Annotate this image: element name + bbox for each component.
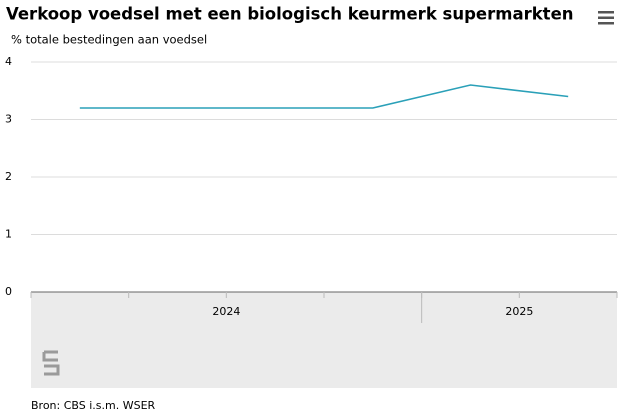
y-tick-label: 3 <box>5 113 12 126</box>
x-axis-band <box>31 292 617 388</box>
y-tick-label: 0 <box>5 285 12 298</box>
y-tick-label: 4 <box>5 55 12 68</box>
menu-bar <box>598 22 614 25</box>
chart-title: Verkoop voedsel met een biologisch keurm… <box>6 5 574 24</box>
x-group-label: 2024 <box>212 305 240 318</box>
source: Bron: CBS i.s.m. WSER <box>31 399 156 412</box>
x-group-label: 2025 <box>505 305 533 318</box>
y-tick-label: 1 <box>5 228 12 241</box>
logo-shape <box>42 350 60 376</box>
y-tick-label: 2 <box>5 170 12 183</box>
menu-bar <box>598 16 614 19</box>
chart-subtitle: % totale bestedingen aan voedsel <box>11 33 207 47</box>
menu-bar <box>598 11 614 14</box>
logo <box>42 350 60 376</box>
menu-button[interactable] <box>598 11 614 25</box>
data-line <box>79 84 569 109</box>
